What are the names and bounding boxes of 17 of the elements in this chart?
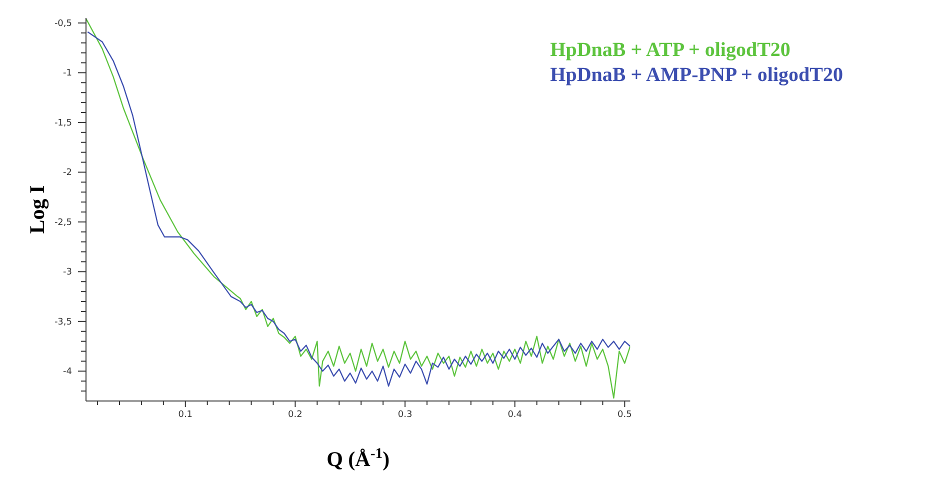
x-tick-label: 0.2 (288, 410, 302, 420)
y-tick-label: -4 (63, 367, 72, 378)
y-tick-label: -1 (63, 68, 72, 79)
y-tick-label: -3,5 (54, 317, 72, 328)
y-tick-label: -2 (63, 168, 72, 178)
y-tick-label: -1,5 (54, 118, 72, 128)
y-axis-title: Log I (25, 185, 49, 234)
x-tick-label: 0.1 (178, 410, 193, 420)
text: HpDnaB + AMP-PNP + oligodT20 (550, 63, 843, 88)
y-tick-label: -0,5 (54, 18, 72, 29)
x-axis-title: Q (Å$^{-1}$) (326, 446, 390, 471)
y-tick-label: -3 (63, 268, 72, 278)
x-tick-label: 0.3 (398, 410, 412, 420)
text: HpDnaB + ATP + oligodT20 (550, 38, 792, 63)
x-tick-label: 0.4 (508, 410, 522, 420)
y-tick-label: -2,5 (54, 218, 72, 228)
x-tick-label: 0.5 (618, 410, 632, 420)
